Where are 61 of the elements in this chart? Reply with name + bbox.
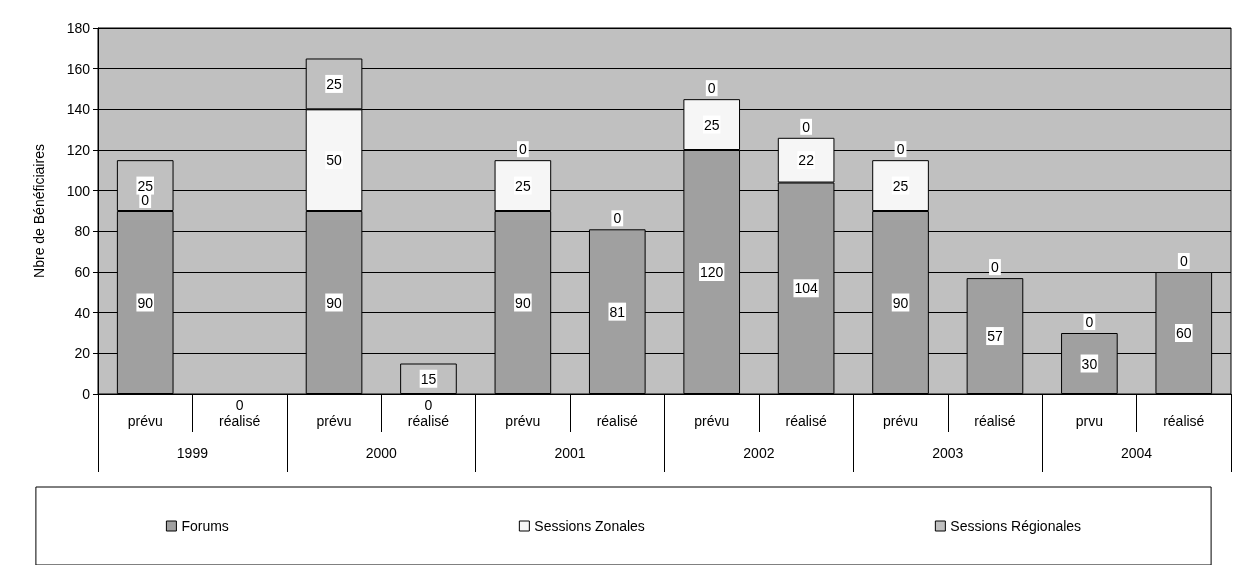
data-label: 90 (515, 294, 531, 311)
data-label: 30 (1081, 355, 1098, 372)
x-tick-label: réalisé (1163, 413, 1205, 429)
x-tick-label: prévu (694, 413, 730, 429)
data-label: 50 (326, 152, 343, 169)
data-label: 0 (707, 80, 716, 97)
data-label: 0 (518, 141, 527, 158)
legend-label: Sessions Zonales (534, 518, 645, 534)
data-label: 25 (515, 177, 531, 194)
y-tick-label: 40 (74, 304, 91, 321)
data-label: 57 (987, 328, 1003, 345)
data-label: 25 (326, 75, 343, 92)
data-label: 90 (137, 294, 154, 311)
data-label: 90 (892, 294, 909, 311)
y-tick-label: 120 (66, 142, 91, 158)
data-label: 0 (1085, 314, 1094, 330)
text: 2004 (1121, 445, 1153, 461)
x-tick-label: prévu (316, 413, 352, 429)
data-label: 90 (326, 294, 343, 311)
data-label: 104 (794, 280, 819, 297)
x-tick-label: prévu (505, 413, 541, 429)
y-tick-label: 100 (66, 182, 91, 199)
data-label: 0 (1179, 253, 1188, 269)
y-tick-label: 140 (66, 101, 91, 118)
x-tick-label: prévu (127, 413, 163, 429)
x-tick-label: réalisé (974, 413, 1016, 429)
y-tick-label: 20 (74, 345, 91, 362)
y-tick-label: 80 (74, 223, 91, 240)
data-label: 60 (1176, 325, 1192, 341)
x-tick-label: réalisé (407, 413, 450, 429)
data-label: 0 (991, 259, 1000, 276)
data-label: 0 (613, 210, 622, 227)
text: 2000 (365, 445, 398, 461)
data-label: 0 (424, 397, 433, 413)
text: 2001 (554, 445, 586, 461)
data-label: 22 (798, 152, 815, 169)
data-label: 0 (141, 192, 150, 208)
data-label: 0 (802, 118, 811, 135)
text: 1999 (176, 445, 209, 461)
y-tick-label: 180 (66, 20, 91, 36)
data-label: 0 (235, 397, 244, 413)
data-label: 81 (609, 303, 626, 320)
text: 2002 (743, 445, 775, 461)
data-label: 15 (420, 370, 437, 387)
x-tick-label: prévu (883, 413, 919, 429)
x-tick-label: réalisé (785, 413, 827, 429)
y-tick-label: 0 (82, 386, 91, 402)
data-label: 0 (896, 141, 905, 158)
x-tick-label: prvu (1075, 413, 1103, 429)
x-tick-label: réalisé (596, 413, 639, 429)
y-axis-title: Nbre de Bénéficiaires (31, 144, 47, 278)
y-tick-label: 160 (66, 60, 91, 77)
text: 2003 (932, 445, 964, 461)
legend-label: Sessions Régionales (950, 518, 1082, 534)
data-label: 120 (700, 264, 724, 280)
x-tick-label: réalisé (219, 413, 261, 429)
legend-label: Forums (181, 518, 229, 534)
y-tick-label: 60 (74, 264, 91, 280)
data-label: 25 (137, 177, 154, 194)
data-label: 25 (892, 177, 909, 194)
data-label: 25 (703, 116, 720, 133)
